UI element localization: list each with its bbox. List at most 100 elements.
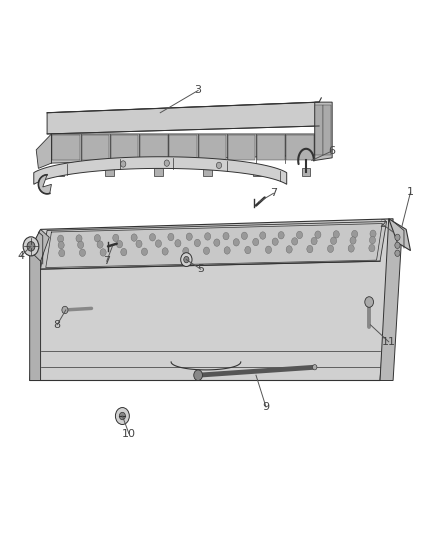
Circle shape bbox=[216, 162, 222, 168]
Circle shape bbox=[241, 232, 247, 239]
Circle shape bbox=[27, 241, 35, 251]
Polygon shape bbox=[315, 102, 332, 160]
Circle shape bbox=[395, 234, 400, 240]
Text: 2: 2 bbox=[378, 219, 386, 229]
Circle shape bbox=[164, 160, 170, 166]
Polygon shape bbox=[47, 102, 321, 115]
Polygon shape bbox=[389, 219, 410, 251]
Text: 6: 6 bbox=[328, 146, 336, 156]
Circle shape bbox=[205, 233, 211, 240]
Circle shape bbox=[94, 235, 100, 242]
Text: 11: 11 bbox=[382, 337, 396, 347]
Circle shape bbox=[117, 240, 123, 248]
Circle shape bbox=[100, 249, 106, 256]
Polygon shape bbox=[105, 168, 114, 176]
Polygon shape bbox=[51, 134, 315, 163]
Polygon shape bbox=[203, 168, 212, 176]
Circle shape bbox=[155, 240, 162, 247]
Polygon shape bbox=[30, 229, 41, 381]
Text: 3: 3 bbox=[194, 85, 201, 95]
Circle shape bbox=[265, 246, 272, 254]
Polygon shape bbox=[56, 168, 64, 176]
Circle shape bbox=[58, 241, 64, 249]
Circle shape bbox=[297, 231, 303, 239]
Polygon shape bbox=[198, 135, 226, 160]
Circle shape bbox=[162, 248, 168, 255]
Circle shape bbox=[352, 230, 358, 238]
Polygon shape bbox=[170, 135, 197, 160]
Circle shape bbox=[253, 238, 259, 246]
Circle shape bbox=[62, 306, 68, 314]
Text: 10: 10 bbox=[122, 429, 136, 439]
Circle shape bbox=[76, 235, 82, 242]
Circle shape bbox=[260, 232, 266, 239]
Circle shape bbox=[119, 413, 125, 419]
Polygon shape bbox=[286, 135, 314, 160]
Polygon shape bbox=[315, 105, 322, 155]
Text: 7: 7 bbox=[103, 256, 110, 266]
Polygon shape bbox=[81, 135, 109, 160]
Polygon shape bbox=[36, 134, 51, 168]
Circle shape bbox=[223, 232, 229, 240]
Polygon shape bbox=[39, 175, 51, 194]
Circle shape bbox=[313, 365, 317, 370]
Circle shape bbox=[311, 237, 317, 245]
Polygon shape bbox=[111, 135, 138, 160]
Polygon shape bbox=[154, 168, 163, 176]
Circle shape bbox=[186, 233, 192, 240]
Polygon shape bbox=[253, 168, 261, 176]
Circle shape bbox=[369, 237, 375, 244]
Circle shape bbox=[97, 241, 103, 248]
Polygon shape bbox=[228, 135, 255, 160]
Text: 5: 5 bbox=[197, 264, 204, 274]
Circle shape bbox=[307, 245, 313, 253]
Circle shape bbox=[278, 231, 284, 239]
Polygon shape bbox=[140, 135, 168, 160]
Circle shape bbox=[348, 245, 354, 252]
Circle shape bbox=[286, 246, 292, 253]
Polygon shape bbox=[47, 102, 319, 134]
Circle shape bbox=[149, 233, 155, 241]
Circle shape bbox=[331, 237, 337, 245]
Circle shape bbox=[121, 248, 127, 256]
Circle shape bbox=[395, 250, 400, 256]
Circle shape bbox=[23, 237, 39, 256]
Polygon shape bbox=[52, 135, 80, 160]
Circle shape bbox=[131, 234, 137, 241]
Circle shape bbox=[59, 249, 65, 257]
Circle shape bbox=[136, 240, 142, 248]
Circle shape bbox=[224, 247, 230, 254]
Circle shape bbox=[203, 247, 209, 254]
Circle shape bbox=[183, 247, 189, 255]
Circle shape bbox=[184, 256, 189, 263]
Circle shape bbox=[116, 408, 129, 424]
Circle shape bbox=[328, 245, 334, 253]
Polygon shape bbox=[323, 105, 331, 155]
Circle shape bbox=[369, 245, 375, 252]
Circle shape bbox=[292, 238, 298, 245]
Circle shape bbox=[78, 241, 84, 248]
Text: 1: 1 bbox=[407, 187, 414, 197]
Polygon shape bbox=[257, 135, 285, 160]
Polygon shape bbox=[34, 157, 287, 184]
Text: 4: 4 bbox=[18, 251, 25, 261]
Text: 9: 9 bbox=[262, 402, 269, 412]
Circle shape bbox=[194, 370, 202, 381]
Circle shape bbox=[57, 235, 64, 243]
Circle shape bbox=[168, 233, 174, 241]
Polygon shape bbox=[41, 221, 387, 269]
Circle shape bbox=[370, 230, 376, 238]
Polygon shape bbox=[30, 229, 49, 261]
Polygon shape bbox=[30, 219, 393, 381]
Circle shape bbox=[233, 239, 239, 246]
Circle shape bbox=[245, 246, 251, 254]
Circle shape bbox=[141, 248, 148, 255]
Circle shape bbox=[120, 161, 126, 167]
Circle shape bbox=[365, 297, 374, 308]
Circle shape bbox=[395, 242, 400, 248]
Polygon shape bbox=[302, 168, 311, 176]
Circle shape bbox=[315, 231, 321, 238]
Circle shape bbox=[272, 238, 278, 245]
Text: 7: 7 bbox=[270, 188, 277, 198]
Circle shape bbox=[113, 234, 119, 241]
